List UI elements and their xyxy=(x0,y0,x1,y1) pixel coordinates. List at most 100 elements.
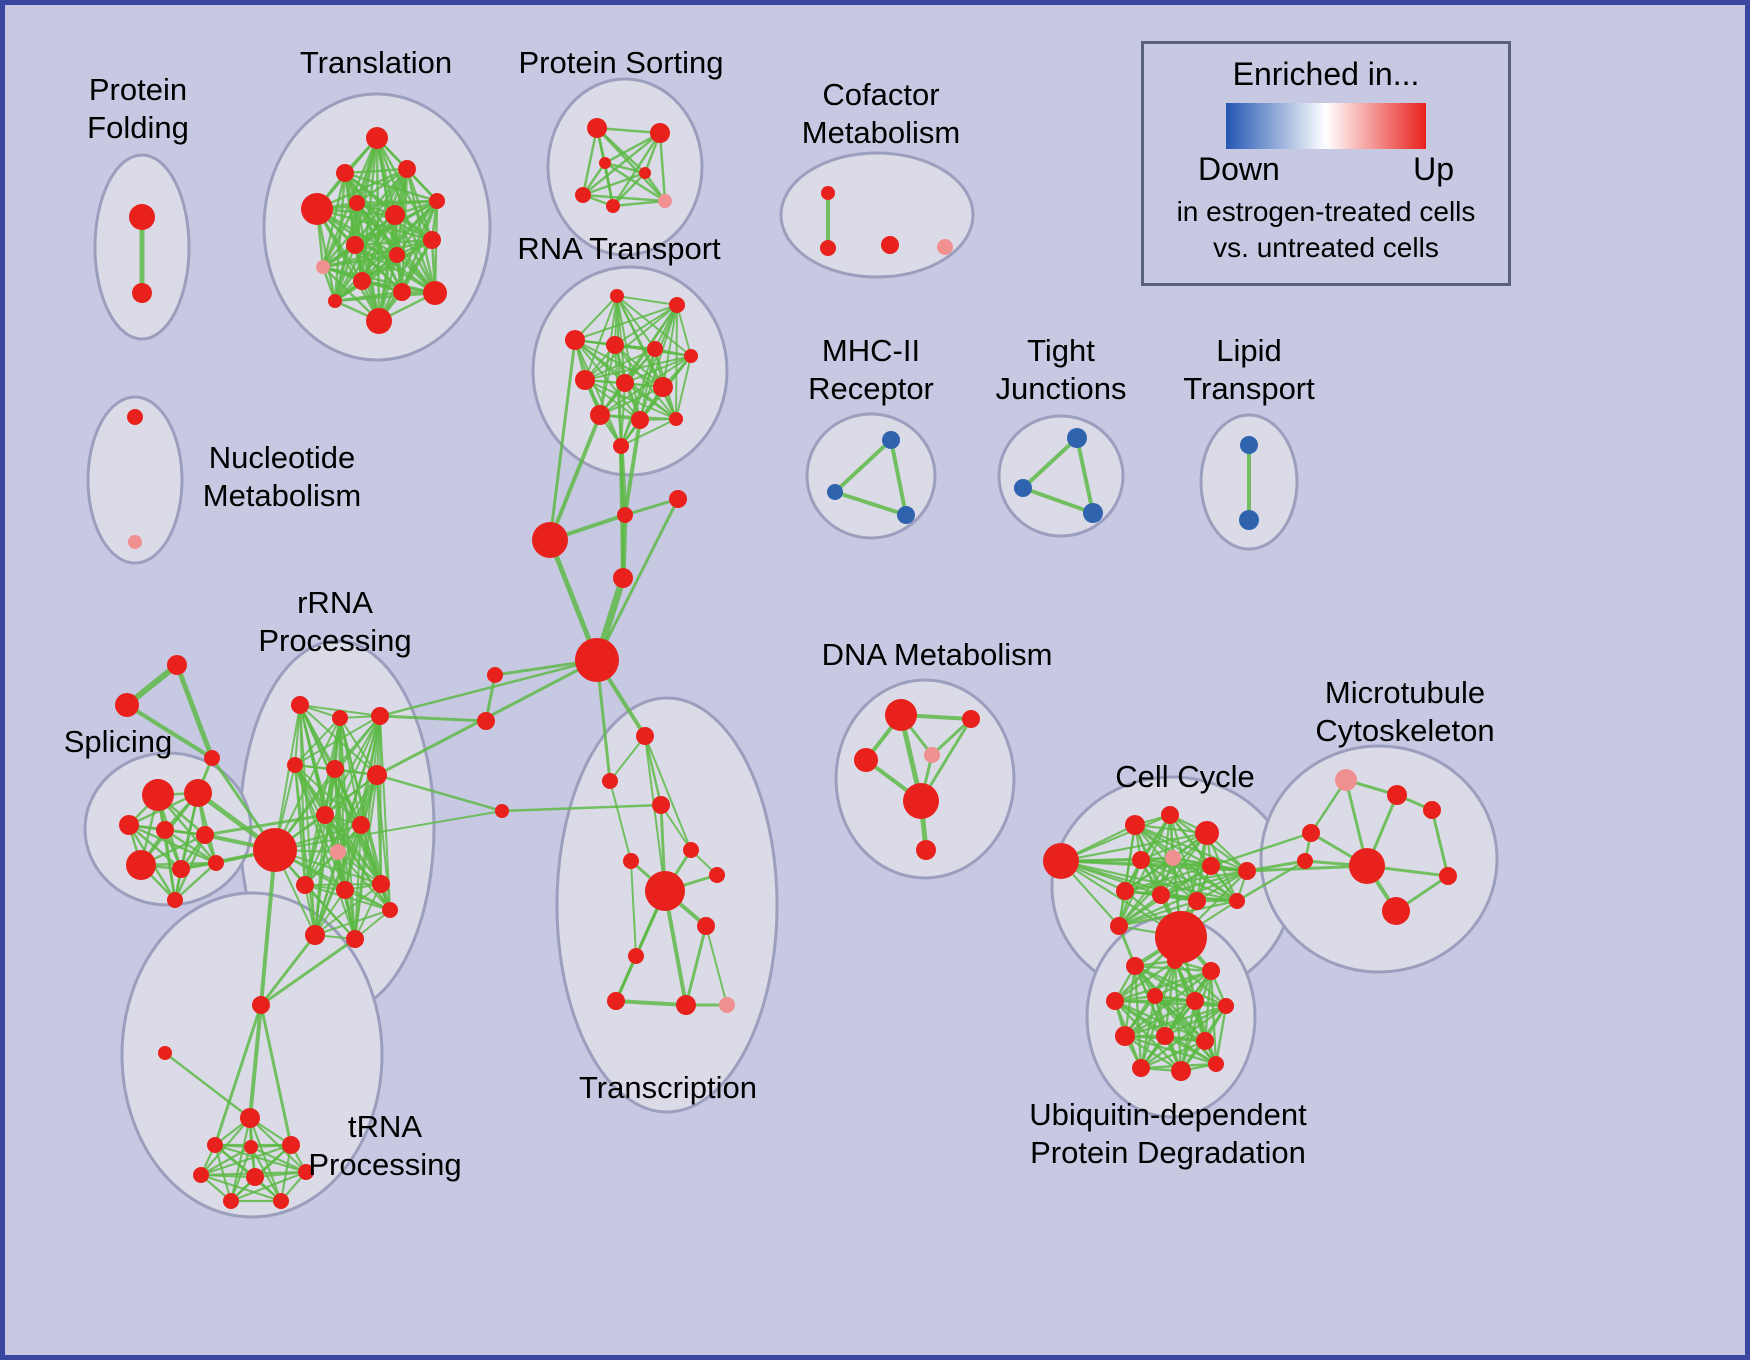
network-edge xyxy=(127,823,183,871)
network-edge xyxy=(1153,969,1213,998)
network-edge xyxy=(644,735,692,851)
network-node xyxy=(590,405,610,425)
network-node xyxy=(129,204,155,230)
network-edge xyxy=(1133,823,1249,873)
network-edge xyxy=(616,295,678,306)
network-edge xyxy=(620,418,677,447)
network-node xyxy=(623,853,639,869)
network-node xyxy=(291,696,309,714)
network-node xyxy=(349,195,365,211)
network-edge xyxy=(199,1145,253,1177)
network-node xyxy=(326,760,344,778)
network-edge xyxy=(833,490,908,517)
network-node xyxy=(709,867,725,883)
network-edge xyxy=(355,201,381,323)
network-node xyxy=(115,693,139,717)
network-edge xyxy=(1059,831,1209,863)
network-node xyxy=(669,297,685,313)
network-node xyxy=(676,995,696,1015)
network-edge xyxy=(355,199,439,205)
network-edge xyxy=(500,803,663,813)
network-node xyxy=(1238,862,1256,880)
network-edge xyxy=(1123,999,1197,1038)
legend-caption-line2: vs. untreated cells xyxy=(1213,232,1439,264)
network-edge xyxy=(324,774,378,816)
network-node xyxy=(587,118,607,138)
network-edge xyxy=(1195,869,1249,903)
network-node xyxy=(1239,510,1259,530)
cluster-label-ubiquitin-degradation: Ubiquitin-dependent xyxy=(1029,1097,1307,1132)
network-node xyxy=(1161,806,1179,824)
network-edge xyxy=(355,167,409,205)
network-node xyxy=(495,804,509,818)
network-node xyxy=(156,821,174,839)
network-edge xyxy=(321,201,359,269)
network-node xyxy=(316,260,330,274)
network-node xyxy=(208,855,224,871)
network-node xyxy=(645,871,685,911)
network-node xyxy=(223,1193,239,1209)
network-edge xyxy=(581,126,599,197)
network-edge xyxy=(249,1145,308,1174)
network-node xyxy=(669,412,683,426)
network-edge xyxy=(304,814,326,886)
network-edge xyxy=(609,735,646,782)
network-edge xyxy=(360,213,397,283)
cluster-label-microtubule-cytoskeleton: Microtubule xyxy=(1325,675,1485,710)
cluster-label-lipid-transport: Lipid xyxy=(1216,333,1282,368)
network-node xyxy=(204,750,220,766)
network-node xyxy=(617,507,633,523)
network-node xyxy=(330,844,346,860)
network-edge xyxy=(581,193,667,203)
network-edge xyxy=(173,861,218,902)
network-node xyxy=(393,283,411,301)
network-node xyxy=(616,374,634,392)
network-node xyxy=(658,194,672,208)
network-node xyxy=(1067,428,1087,448)
network-edge xyxy=(599,304,678,416)
network-node xyxy=(575,187,591,203)
network-edge xyxy=(1209,831,1313,868)
network-node xyxy=(1188,892,1206,910)
cluster-label-protein-sorting: Protein Sorting xyxy=(518,45,723,80)
network-node xyxy=(1202,962,1220,980)
legend-scale-labels: Down Up xyxy=(1198,151,1454,188)
cluster-ellipse-tight-junctions xyxy=(997,414,1125,538)
network-node xyxy=(305,925,325,945)
network-node xyxy=(1171,1061,1191,1081)
network-edge xyxy=(658,131,667,203)
network-edge xyxy=(705,925,728,1006)
network-edge xyxy=(833,438,893,494)
network-edge xyxy=(1113,999,1228,1008)
network-node xyxy=(820,240,836,256)
cluster-label-mhc-ii-receptor: Receptor xyxy=(808,371,934,406)
network-node xyxy=(821,186,835,200)
cluster-label-rrna-processing: Processing xyxy=(258,623,411,658)
network-node xyxy=(1152,886,1170,904)
network-edge xyxy=(229,1116,252,1203)
network-edge xyxy=(199,1173,283,1203)
legend: Enriched in... Down Up in estrogen-treat… xyxy=(1141,41,1511,286)
cluster-label-trna-processing: Processing xyxy=(308,1147,461,1182)
network-node xyxy=(429,193,445,209)
cluster-label-lipid-transport: Transport xyxy=(1183,371,1315,406)
enrichment-gradient-bar xyxy=(1226,103,1426,149)
network-edge xyxy=(1117,813,1172,928)
network-node xyxy=(240,1108,260,1128)
network-node xyxy=(1110,917,1128,935)
network-edge xyxy=(354,883,382,940)
network-node xyxy=(1083,503,1103,523)
network-edge xyxy=(294,717,341,766)
network-node xyxy=(613,568,633,588)
network-node xyxy=(1165,850,1181,866)
network-edge xyxy=(630,860,637,957)
network-edge xyxy=(333,238,434,303)
network-edge xyxy=(623,418,642,517)
network-edge xyxy=(676,304,692,357)
network-node xyxy=(1229,893,1245,909)
network-node xyxy=(606,336,624,354)
network-edge xyxy=(581,131,662,197)
network-node xyxy=(885,699,917,731)
network-edge xyxy=(889,438,908,517)
network-node xyxy=(336,164,354,182)
